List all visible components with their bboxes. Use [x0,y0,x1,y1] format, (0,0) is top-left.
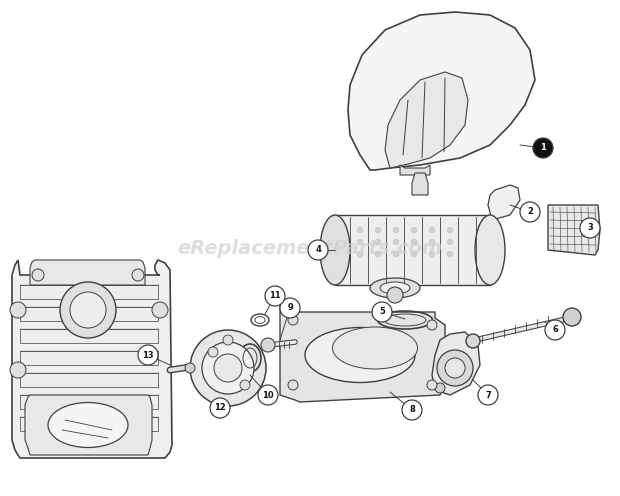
Circle shape [261,338,275,352]
Polygon shape [12,260,172,458]
Ellipse shape [48,402,128,447]
Circle shape [185,363,195,373]
Circle shape [580,218,600,238]
Circle shape [70,292,106,328]
Ellipse shape [320,215,350,285]
Polygon shape [20,395,158,409]
Circle shape [393,239,399,245]
Circle shape [308,240,328,260]
Text: 12: 12 [214,404,226,413]
Circle shape [202,342,254,394]
Polygon shape [20,285,158,299]
Circle shape [288,315,298,325]
Text: 11: 11 [269,292,281,301]
Text: 1: 1 [540,143,546,152]
Circle shape [466,334,480,348]
Circle shape [152,302,168,318]
Circle shape [132,269,144,281]
Text: 9: 9 [287,304,293,312]
Circle shape [214,354,242,382]
Text: 3: 3 [587,224,593,233]
Circle shape [288,380,298,390]
Ellipse shape [370,278,420,298]
Text: 2: 2 [527,207,533,216]
Circle shape [138,345,158,365]
Polygon shape [30,260,145,285]
Circle shape [520,202,540,222]
Ellipse shape [332,327,417,369]
Circle shape [427,380,437,390]
Text: 5: 5 [379,308,385,316]
Circle shape [223,335,233,345]
Text: 13: 13 [142,351,154,360]
Polygon shape [20,373,158,387]
Circle shape [210,398,230,418]
Polygon shape [20,351,158,365]
Circle shape [447,227,453,233]
Circle shape [375,251,381,257]
Circle shape [375,239,381,245]
Text: 8: 8 [409,406,415,415]
Circle shape [372,302,392,322]
Circle shape [393,227,399,233]
Circle shape [427,320,437,330]
Text: 7: 7 [485,390,491,399]
Circle shape [447,239,453,245]
Polygon shape [400,165,430,175]
Ellipse shape [305,327,415,382]
Text: 10: 10 [262,390,274,399]
Circle shape [447,251,453,257]
Circle shape [190,330,266,406]
Circle shape [402,400,422,420]
Circle shape [10,302,26,318]
Polygon shape [20,417,158,431]
Circle shape [429,227,435,233]
Circle shape [240,380,250,390]
Polygon shape [432,332,480,395]
Circle shape [265,286,285,306]
Polygon shape [20,329,158,343]
Circle shape [435,383,445,393]
Circle shape [411,239,417,245]
Ellipse shape [380,282,410,294]
Circle shape [563,308,581,326]
Circle shape [375,227,381,233]
Polygon shape [488,185,520,220]
Circle shape [357,239,363,245]
Polygon shape [20,307,158,321]
Circle shape [258,385,278,405]
Polygon shape [25,395,152,455]
Circle shape [411,227,417,233]
Circle shape [357,251,363,257]
Circle shape [393,251,399,257]
Polygon shape [412,173,428,195]
Circle shape [60,282,116,338]
Text: eReplacementParts.com: eReplacementParts.com [177,239,443,257]
Circle shape [411,251,417,257]
Polygon shape [385,72,468,168]
Text: 4: 4 [315,246,321,254]
Ellipse shape [475,215,505,285]
Circle shape [357,227,363,233]
Circle shape [478,385,498,405]
Circle shape [429,251,435,257]
Circle shape [10,362,26,378]
Text: 6: 6 [552,325,558,334]
Circle shape [533,138,553,158]
Circle shape [545,320,565,340]
Polygon shape [548,205,600,255]
Circle shape [437,350,473,386]
Circle shape [32,269,44,281]
Polygon shape [348,12,535,170]
Circle shape [280,298,300,318]
Bar [335,215,490,285]
Circle shape [445,358,465,378]
Polygon shape [280,300,445,402]
Circle shape [208,347,218,357]
Circle shape [387,287,403,303]
Circle shape [429,239,435,245]
